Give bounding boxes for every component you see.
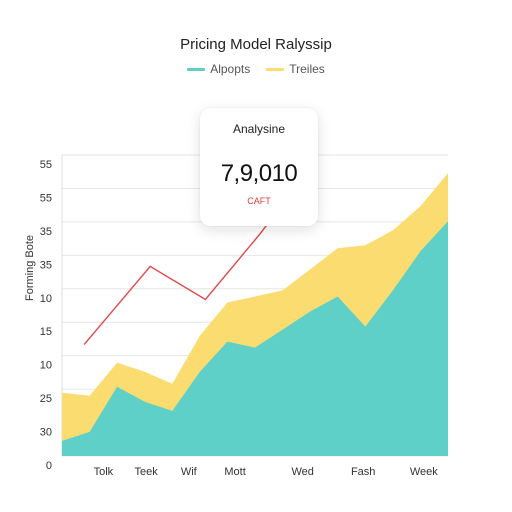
y-tick-label: 35	[40, 259, 52, 271]
y-tick-label: 10	[40, 360, 52, 372]
y-tick-label: 25	[40, 393, 52, 405]
x-tick-label: Wif	[181, 466, 198, 478]
area-series-0[interactable]	[62, 221, 448, 456]
legend-item-treiles[interactable]: Treiles	[266, 62, 325, 76]
y-tick-label: 30	[40, 427, 52, 439]
x-tick-label: Mott	[224, 466, 245, 478]
y-tick-label: 0	[46, 460, 52, 472]
y-tick-labels: 55 55 35 35 10 15 10 25 30 0	[40, 159, 52, 472]
y-tick-label: 55	[40, 192, 52, 204]
y-tick-label: 10	[40, 293, 52, 305]
x-tick-label: Fash	[351, 466, 375, 478]
summary-card[interactable]: Analysine 7,9,010 CAFT	[200, 108, 318, 226]
y-tick-label: 55	[40, 159, 52, 171]
y-tick-label: 35	[40, 226, 52, 238]
x-tick-label: Tolk	[94, 466, 114, 478]
card-subtitle: CAFT	[247, 196, 271, 206]
legend-label-treiles: Treiles	[289, 62, 325, 76]
card-value: 7,9,010	[220, 160, 298, 187]
legend-item-alpopts[interactable]: Alpopts	[187, 62, 250, 76]
legend-label-alpopts: Alpopts	[210, 62, 251, 76]
y-tick-label: 15	[40, 326, 52, 338]
chart-title: Pricing Model Ralyssip	[180, 36, 332, 53]
legend: Alpopts Treiles	[0, 62, 512, 76]
x-tick-label: Wed	[291, 466, 313, 478]
x-tick-label: Week	[410, 466, 438, 478]
y-axis-label: Forming Bote	[24, 235, 36, 301]
card-title: Analysine	[232, 122, 286, 136]
chart-areas	[62, 173, 448, 456]
x-tick-labels: Tolk Teek Wif Mott Wed Fash Week	[94, 466, 439, 478]
legend-swatch-yellow	[266, 67, 285, 71]
x-tick-label: Teek	[134, 466, 158, 478]
legend-swatch-teal	[187, 67, 206, 71]
